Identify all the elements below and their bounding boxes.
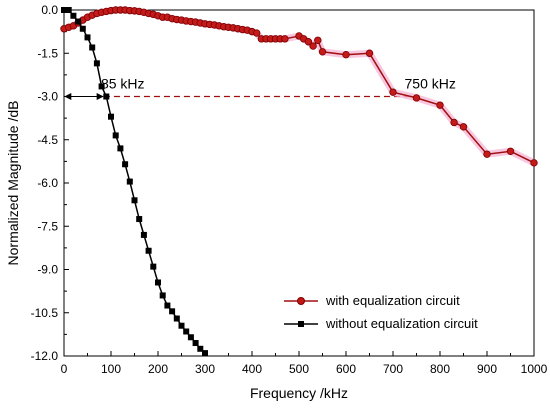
annotations: 85 kHz 750 kHz	[64, 76, 456, 100]
x-tick-label: 900	[477, 362, 497, 376]
data-point	[253, 29, 261, 37]
data-point	[192, 340, 199, 347]
data-point	[131, 197, 138, 204]
data-point	[389, 88, 397, 96]
data-point	[84, 34, 91, 41]
legend-box	[276, 288, 530, 336]
series-with-equalization	[60, 6, 538, 167]
legend: with equalization circuit without equali…	[276, 288, 530, 336]
data-point	[140, 231, 147, 238]
y-tick-label: -6.0	[37, 176, 58, 190]
data-point	[412, 94, 421, 102]
data-point	[126, 178, 133, 185]
data-point	[304, 38, 313, 46]
x-tick-label: 400	[242, 362, 262, 376]
data-point	[159, 292, 166, 299]
data-point	[98, 83, 105, 90]
data-point	[103, 93, 110, 100]
legend-label-without-eq: without equalization circuit	[325, 316, 478, 331]
data-point	[145, 247, 152, 254]
data-point	[61, 7, 67, 13]
data-point	[506, 147, 515, 155]
y-tick-label: -12.0	[31, 349, 59, 363]
legend-marker-without-eq	[298, 321, 304, 327]
legend-marker-with-eq	[297, 297, 305, 305]
annotation-750khz: 750 kHz	[405, 76, 456, 92]
legend-label-with-eq: with equalization circuit	[325, 293, 460, 308]
x-tick-label: 1000	[521, 362, 548, 376]
data-point	[459, 123, 468, 131]
x-tick-label: 800	[430, 362, 450, 376]
data-point	[173, 315, 180, 322]
x-axis-label: Frequency /kHz	[250, 385, 348, 401]
data-point	[178, 322, 185, 329]
x-tick-label: 0	[61, 362, 68, 376]
data-point	[483, 150, 491, 158]
data-point	[70, 12, 77, 19]
data-point	[530, 159, 538, 167]
data-point	[187, 334, 194, 341]
series-without-equalization	[61, 7, 208, 357]
data-point	[108, 113, 114, 120]
data-point	[342, 50, 350, 59]
data-point	[150, 263, 157, 270]
data-point	[318, 48, 327, 56]
data-point	[117, 145, 124, 152]
y-tick-label: -7.5	[37, 219, 58, 233]
annotation-85khz: 85 kHz	[101, 76, 145, 92]
y-tick-label: -4.5	[37, 133, 58, 147]
x-axis: 0 100 200 300 400 500 600 700 800 900 1000	[61, 351, 548, 376]
y-tick-label: -10.5	[31, 306, 59, 320]
y-axis: 0.0 -1.5 -3.0 -4.5 -6.0 -7.5 -9.0 -10.5 -12.0	[31, 3, 69, 363]
legend-item-with-eq: with equalization circuit	[284, 293, 460, 308]
legend-item-without-eq: without equalization circuit	[284, 316, 478, 331]
data-point	[309, 42, 317, 50]
data-series	[60, 6, 538, 357]
data-point	[365, 49, 374, 57]
x-tick-label: 200	[148, 362, 168, 376]
data-point	[169, 308, 176, 315]
data-point	[281, 35, 289, 43]
y-tick-label: -9.0	[37, 263, 58, 277]
data-point	[79, 25, 86, 32]
x-tick-label: 500	[289, 362, 309, 376]
y-tick-label: -3.0	[37, 90, 58, 104]
x-tick-label: 700	[383, 362, 403, 376]
data-point	[202, 350, 208, 357]
data-point	[65, 7, 72, 13]
data-point	[450, 118, 458, 127]
y-tick-label: 0.0	[41, 3, 58, 17]
data-point	[155, 279, 161, 286]
data-point	[197, 345, 204, 352]
data-point	[122, 161, 129, 168]
data-point	[314, 36, 322, 44]
x-tick-label: 300	[195, 362, 215, 376]
data-point	[436, 101, 444, 109]
data-point	[93, 60, 100, 67]
data-point	[89, 44, 96, 51]
x-tick-label: 600	[336, 362, 356, 376]
y-tick-label: -1.5	[37, 46, 58, 60]
x-tick-label: 100	[101, 362, 121, 376]
data-point	[183, 328, 190, 335]
data-point	[136, 216, 143, 223]
data-point	[164, 302, 171, 309]
data-point	[112, 132, 119, 139]
data-point	[75, 18, 82, 25]
y-axis-label: Normalized Magnitude /dB	[5, 101, 21, 266]
